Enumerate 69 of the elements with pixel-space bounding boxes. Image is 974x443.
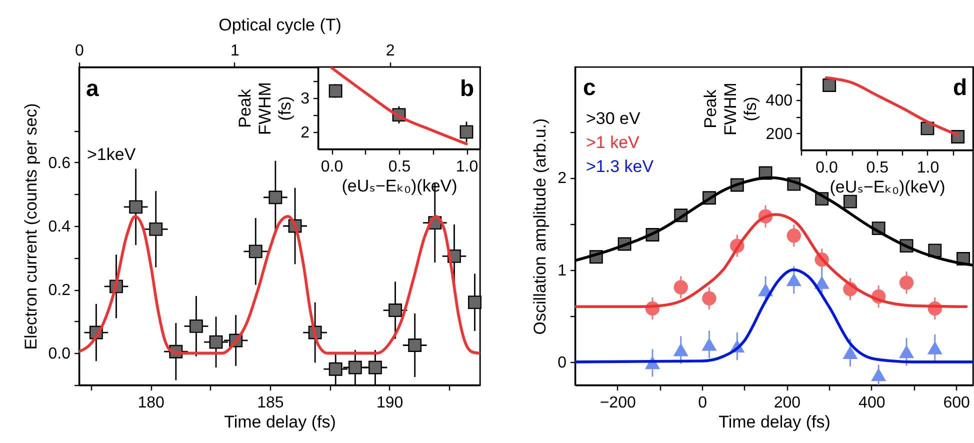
point xyxy=(248,244,262,258)
line-series xyxy=(575,268,973,364)
x2-tick-label: 1 xyxy=(230,42,240,60)
text: >1.3 keV xyxy=(586,157,654,176)
x-tick-label: 0.5 xyxy=(866,160,889,176)
x-tick-label: 1.0 xyxy=(916,160,940,176)
point xyxy=(328,362,342,376)
point xyxy=(388,304,402,317)
x-tick-label: 190 xyxy=(376,394,404,412)
point xyxy=(899,276,914,290)
text: >1 keV xyxy=(586,133,640,152)
x2-tick-label: 2 xyxy=(386,42,395,60)
x-tick-label: 400 xyxy=(858,394,886,412)
x-axis-title: Time delay (fs) xyxy=(224,412,336,432)
y-tick-label: 2 xyxy=(558,170,567,188)
point xyxy=(786,274,802,286)
point xyxy=(822,78,836,92)
point xyxy=(871,368,886,382)
point xyxy=(920,122,934,136)
y-tick-label: 0 xyxy=(558,354,567,372)
y-axis-title: Peak FWHM (fs) xyxy=(236,82,295,135)
y-axis-title: Oscillation amplitude (arb.u.) xyxy=(530,118,550,335)
x-tick-label: 180 xyxy=(138,394,165,412)
point xyxy=(843,346,858,359)
point xyxy=(328,84,342,98)
point xyxy=(928,244,942,258)
y-tick-label: 0.2 xyxy=(48,282,71,300)
x-tick-label: 0.0 xyxy=(320,158,344,176)
x-tick-label: 0.5 xyxy=(388,158,411,176)
y-tick-label: 0.4 xyxy=(48,218,71,236)
x-tick-label: 185 xyxy=(257,394,284,412)
point xyxy=(460,125,474,139)
point xyxy=(209,335,223,349)
point xyxy=(674,280,688,294)
point xyxy=(899,346,914,358)
point xyxy=(674,344,688,356)
x2-tick-label: 0 xyxy=(75,42,84,60)
text: >30 eV xyxy=(586,109,642,128)
point xyxy=(786,228,802,243)
annotation: a xyxy=(86,75,99,101)
x2-axis-title: Optical cycle (T) xyxy=(218,16,342,34)
y-tick-label: 1 xyxy=(558,262,567,280)
point xyxy=(189,319,203,333)
x-axis-title: Time delay (fs) xyxy=(718,412,830,432)
point xyxy=(268,190,282,204)
y-axis-title: Peak FWHM (fs) xyxy=(700,82,760,136)
point xyxy=(408,338,422,352)
x-tick-label: −200 xyxy=(600,394,636,412)
y-tick-label: 0.6 xyxy=(48,154,71,172)
point xyxy=(468,296,482,310)
x-tick-label: 1.0 xyxy=(456,158,478,176)
point xyxy=(348,360,362,374)
x-tick-label: 600 xyxy=(943,394,970,412)
x-tick-label: 0.0 xyxy=(816,160,838,176)
point xyxy=(368,360,382,374)
annotation: c xyxy=(583,74,596,100)
y-tick-label: 3 xyxy=(300,90,310,108)
x-axis-title: (eUₛ−Eₖ₀)(keV) xyxy=(830,178,946,196)
annotation: >1keV xyxy=(87,145,136,164)
point xyxy=(928,342,942,354)
point xyxy=(702,291,716,306)
y-tick-label: 0.0 xyxy=(48,346,71,363)
x-tick-label: 0 xyxy=(698,394,708,412)
point xyxy=(129,200,143,214)
point xyxy=(702,338,716,351)
annotation: d xyxy=(952,74,967,100)
point xyxy=(149,222,163,236)
y-axis-title: Electron current (counts per sec) xyxy=(21,103,40,350)
annotation: b xyxy=(460,75,474,101)
